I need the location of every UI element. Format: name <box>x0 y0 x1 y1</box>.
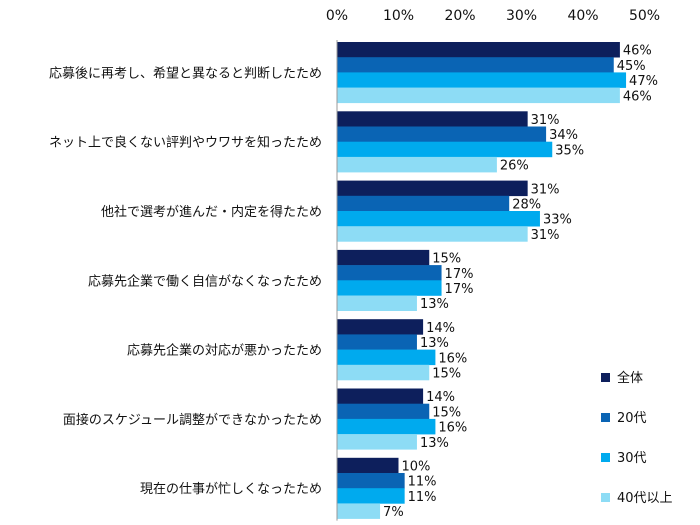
x-tick-label: 10% <box>383 8 414 24</box>
bar <box>337 364 430 381</box>
category-label: 応募先企業で働く自信がなくなったため <box>88 273 322 289</box>
data-label: 33% <box>543 213 572 228</box>
category-label: 応募後に再考し、希望と異なると判断したため <box>49 65 322 81</box>
bar <box>337 488 405 504</box>
legend-swatch <box>601 373 610 382</box>
data-label: 7% <box>383 505 404 520</box>
data-label: 31% <box>531 228 560 243</box>
x-tick-label: 40% <box>567 8 598 24</box>
data-label: 35% <box>555 143 584 158</box>
legend-label: 30代 <box>617 451 647 466</box>
data-label: 45% <box>617 59 646 74</box>
bar <box>337 156 497 173</box>
bar <box>337 265 442 281</box>
category-label: 面接のスケジュール調整ができなかったため <box>63 412 322 428</box>
data-label: 31% <box>531 113 560 128</box>
bar <box>337 211 540 227</box>
data-label: 15% <box>432 405 461 420</box>
data-label: 46% <box>623 89 652 104</box>
bar <box>337 457 399 474</box>
x-tick-label: 30% <box>506 8 537 24</box>
x-tick-label: 0% <box>326 8 348 24</box>
data-label: 15% <box>432 252 461 267</box>
data-label: 11% <box>408 490 437 505</box>
category-label: 現在の仕事が忙しくなったため <box>140 482 322 497</box>
x-axis-ticks: 0% 10% 20% 30% 40% 50% <box>326 8 660 24</box>
data-label: 15% <box>432 367 461 382</box>
bar <box>337 349 436 366</box>
bar <box>337 72 627 88</box>
legend-label: 20代 <box>617 411 647 426</box>
data-label: 11% <box>408 475 437 490</box>
data-label: 13% <box>420 336 449 351</box>
category-label: 他社で選考が進んだ・内定を得たため <box>101 204 322 220</box>
category-labels: 応募後に再考し、希望と異なると判断したためネット上で良くない評判やウワサを知った… <box>49 65 322 497</box>
bar <box>337 418 436 435</box>
x-tick-label: 50% <box>629 8 660 24</box>
data-label: 16% <box>438 351 467 366</box>
bar <box>337 319 424 335</box>
data-label: 14% <box>426 321 455 336</box>
data-label: 16% <box>438 421 467 436</box>
category-label: ネット上で良くない評判やウワサを知ったため <box>49 135 322 151</box>
bar <box>337 111 528 127</box>
legend-label: 40代以上 <box>617 491 673 506</box>
bar <box>337 226 528 242</box>
data-label: 46% <box>623 44 652 59</box>
bar <box>337 57 614 73</box>
data-label: 10% <box>402 460 431 475</box>
legend-label: 全体 <box>617 370 643 386</box>
bar <box>337 141 553 158</box>
bar <box>337 334 417 350</box>
bar <box>337 195 510 212</box>
bar <box>337 434 417 450</box>
data-label: 31% <box>531 182 560 197</box>
bar <box>337 503 381 519</box>
data-label: 17% <box>445 267 474 282</box>
legend-swatch <box>601 413 610 422</box>
data-label: 13% <box>420 436 449 451</box>
bar <box>337 280 442 296</box>
bar <box>337 87 620 104</box>
data-label: 34% <box>549 128 578 143</box>
legend-swatch <box>601 453 610 462</box>
bar <box>337 42 620 58</box>
data-label: 47% <box>629 74 658 89</box>
legend-swatch <box>601 493 610 502</box>
bar <box>337 295 417 311</box>
bar <box>337 249 430 266</box>
data-label: 28% <box>512 198 541 213</box>
data-label: 17% <box>445 282 474 297</box>
bar <box>337 473 405 489</box>
bar <box>337 126 547 142</box>
legend: 全体 20代 30代 40代以上 <box>601 370 673 506</box>
bar <box>337 388 424 404</box>
bar <box>337 403 430 420</box>
value-labels: 46%45%47%46%31%34%35%26%31%28%33%31%15%1… <box>383 44 658 520</box>
bar <box>337 180 528 197</box>
bars <box>337 42 627 519</box>
x-tick-label: 20% <box>444 8 475 24</box>
category-label: 応募先企業の対応が悪かったため <box>127 343 322 359</box>
data-label: 26% <box>500 159 529 174</box>
data-label: 14% <box>426 390 455 405</box>
data-label: 13% <box>420 297 449 312</box>
